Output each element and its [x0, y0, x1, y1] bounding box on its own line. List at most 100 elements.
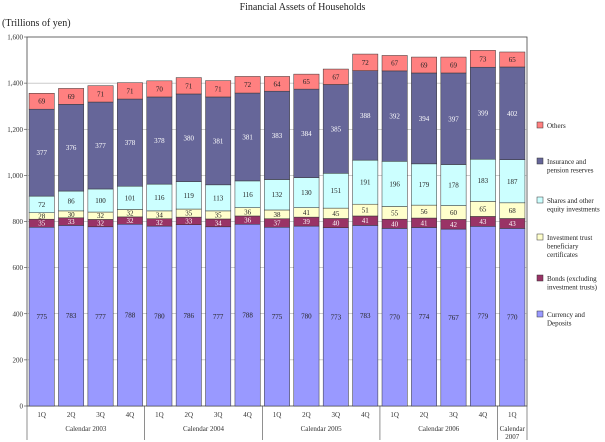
legend-label: pension reserves — [547, 167, 594, 175]
data-label: 64 — [274, 80, 282, 88]
legend-label: beneficiary — [547, 243, 579, 251]
bar-segment — [117, 82, 143, 100]
legend-label: investment trusts) — [547, 284, 598, 292]
bar-segment — [146, 225, 173, 407]
x-tick-label: 4Q — [243, 411, 252, 419]
group-label: Calendar — [500, 425, 526, 433]
data-label: 69 — [38, 98, 46, 106]
x-tick-label: 4Q — [479, 411, 488, 419]
data-label: 71 — [126, 87, 134, 95]
data-label: 767 — [448, 314, 459, 322]
data-label: 37 — [274, 219, 282, 227]
data-label: 69 — [421, 62, 429, 70]
data-label: 774 — [419, 313, 430, 321]
data-label: 71 — [97, 90, 105, 98]
data-label: 36 — [244, 217, 252, 225]
data-label: 39 — [303, 218, 311, 226]
data-label: 388 — [360, 112, 371, 120]
data-label: 73 — [479, 55, 487, 63]
data-label: 65 — [509, 56, 517, 64]
bar-segment — [293, 73, 320, 90]
y-tick-label: 1,600 — [7, 34, 23, 42]
data-label: 113 — [213, 194, 224, 202]
bar-segment — [234, 180, 261, 208]
data-label: 402 — [507, 110, 518, 118]
bar-segment — [264, 227, 290, 407]
bar-segment — [293, 225, 320, 407]
data-label: 72 — [244, 81, 252, 89]
data-label: 779 — [478, 313, 489, 321]
x-tick-label: 1Q — [390, 411, 399, 419]
data-label: 780 — [301, 313, 312, 321]
bar-segment — [469, 66, 496, 160]
group-label: Calendar 2003 — [65, 425, 107, 433]
x-tick-label: 1Q — [508, 411, 517, 419]
data-label: 780 — [154, 313, 165, 321]
y-tick-label: 1,200 — [7, 126, 23, 134]
bar-segment — [499, 228, 526, 407]
x-tick-label: 2Q — [184, 411, 193, 419]
y-tick-label: 400 — [13, 310, 24, 318]
group-label: 2007 — [505, 433, 520, 441]
bar-segment — [175, 181, 202, 210]
data-label: 32 — [156, 219, 164, 227]
data-label: 783 — [360, 312, 371, 320]
bar-segment — [411, 56, 437, 74]
data-label: 399 — [478, 110, 489, 118]
data-label: 788 — [242, 312, 253, 320]
bar-segment — [234, 224, 261, 407]
x-tick-label: 1Q — [155, 411, 164, 419]
bar-segment — [264, 90, 290, 180]
data-label: 56 — [421, 208, 429, 216]
data-label: 72 — [362, 59, 370, 67]
x-tick-label: 4Q — [126, 411, 135, 419]
x-tick-label: 4Q — [361, 411, 370, 419]
x-tick-label: 1Q — [273, 411, 282, 419]
bar-segment — [293, 88, 320, 178]
y-axis-unit-label: (Trillions of yen) — [2, 18, 71, 29]
data-label: 196 — [389, 180, 400, 188]
data-label: 51 — [362, 207, 370, 215]
bar-segment — [58, 88, 85, 105]
data-label: 71 — [215, 85, 223, 93]
legend-label: certificates — [547, 251, 578, 259]
data-label: 397 — [448, 115, 459, 123]
data-label: 178 — [448, 182, 459, 190]
y-tick-label: 600 — [13, 264, 24, 272]
y-tick-label: 0 — [20, 403, 24, 411]
data-label: 38 — [274, 211, 282, 219]
bar-segment — [440, 72, 467, 165]
data-label: 45 — [332, 210, 340, 218]
data-label: 383 — [272, 132, 283, 140]
x-tick-label: 2Q — [67, 411, 76, 419]
y-tick-label: 800 — [13, 218, 24, 226]
legend-label: equity investments — [547, 206, 600, 214]
bar-segment — [352, 225, 379, 407]
legend-label: Investment trust — [547, 234, 592, 242]
data-label: 392 — [389, 113, 400, 121]
x-tick-label: 2Q — [302, 411, 311, 419]
data-label: 116 — [154, 194, 165, 202]
bar-segment — [28, 108, 55, 197]
data-label: 34 — [156, 211, 164, 219]
data-label: 40 — [332, 220, 340, 228]
data-label: 32 — [126, 210, 134, 218]
legend-swatch — [536, 310, 544, 318]
bar-segment — [175, 93, 202, 182]
bar-segment — [440, 56, 467, 74]
data-label: 69 — [68, 93, 76, 101]
bar-segment — [381, 70, 408, 162]
bar-segment — [381, 161, 408, 207]
bar-segment — [146, 183, 173, 212]
x-tick-label: 3Q — [96, 411, 105, 419]
data-label: 34 — [215, 219, 223, 227]
data-label: 60 — [450, 209, 458, 217]
bar-segment — [28, 227, 55, 407]
x-tick-label: 3Q — [449, 411, 458, 419]
data-label: 384 — [301, 130, 312, 138]
data-label: 380 — [184, 134, 195, 142]
data-label: 68 — [509, 207, 517, 215]
bar-segment — [175, 224, 202, 407]
bar-segment — [352, 159, 379, 205]
group-label: Calendar 2006 — [418, 425, 460, 433]
